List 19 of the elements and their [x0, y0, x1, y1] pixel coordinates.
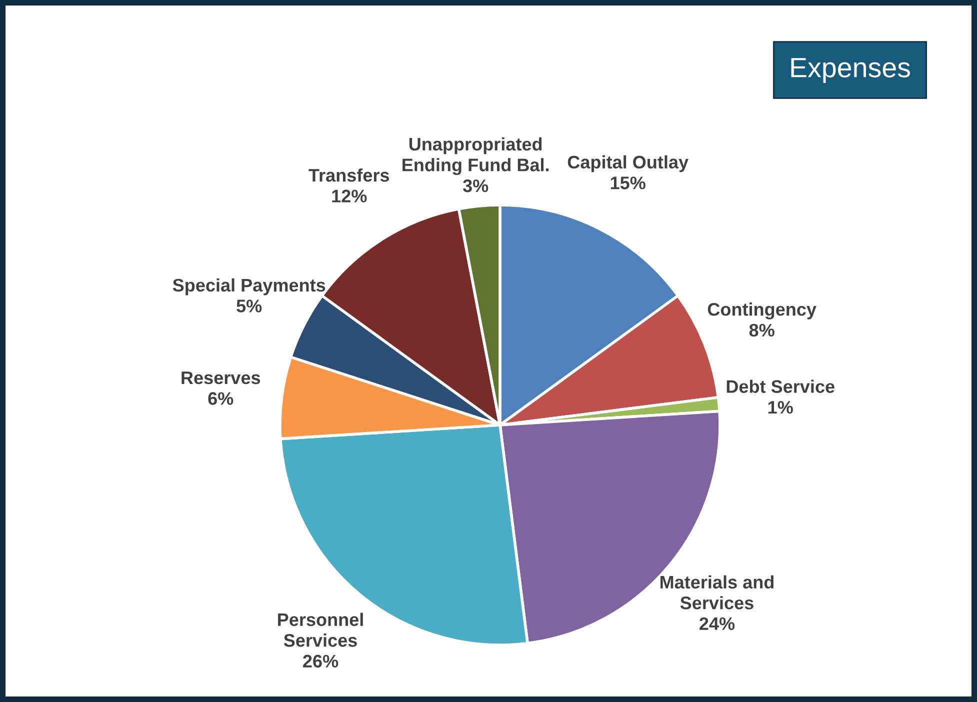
data-label: 1%	[768, 400, 793, 414]
data-label: 8%	[749, 324, 774, 337]
data-label: 12%	[332, 190, 367, 202]
slice-label: Debt Service	[726, 380, 834, 393]
slice-label: Unappropriated Ending Fund Bal.	[402, 137, 549, 176]
slice-label: Reserves	[182, 372, 260, 384]
slice-label: Special Payments	[172, 278, 326, 296]
data-label: 15%	[610, 176, 646, 190]
data-label: 26%	[303, 654, 338, 668]
slice-label: Materials and Services	[660, 575, 774, 610]
data-label: 24%	[700, 617, 735, 630]
data-label: 5%	[236, 300, 262, 312]
data-label: 6%	[208, 392, 234, 405]
data-label: 3%	[462, 179, 488, 192]
slice-label: Capital Outlay	[568, 155, 688, 172]
slice-label: Personnel Services	[278, 612, 363, 647]
chart-title: Expenses	[791, 58, 910, 83]
slice-label: Transfers	[308, 168, 390, 182]
slice-label: Contingency	[708, 302, 816, 320]
